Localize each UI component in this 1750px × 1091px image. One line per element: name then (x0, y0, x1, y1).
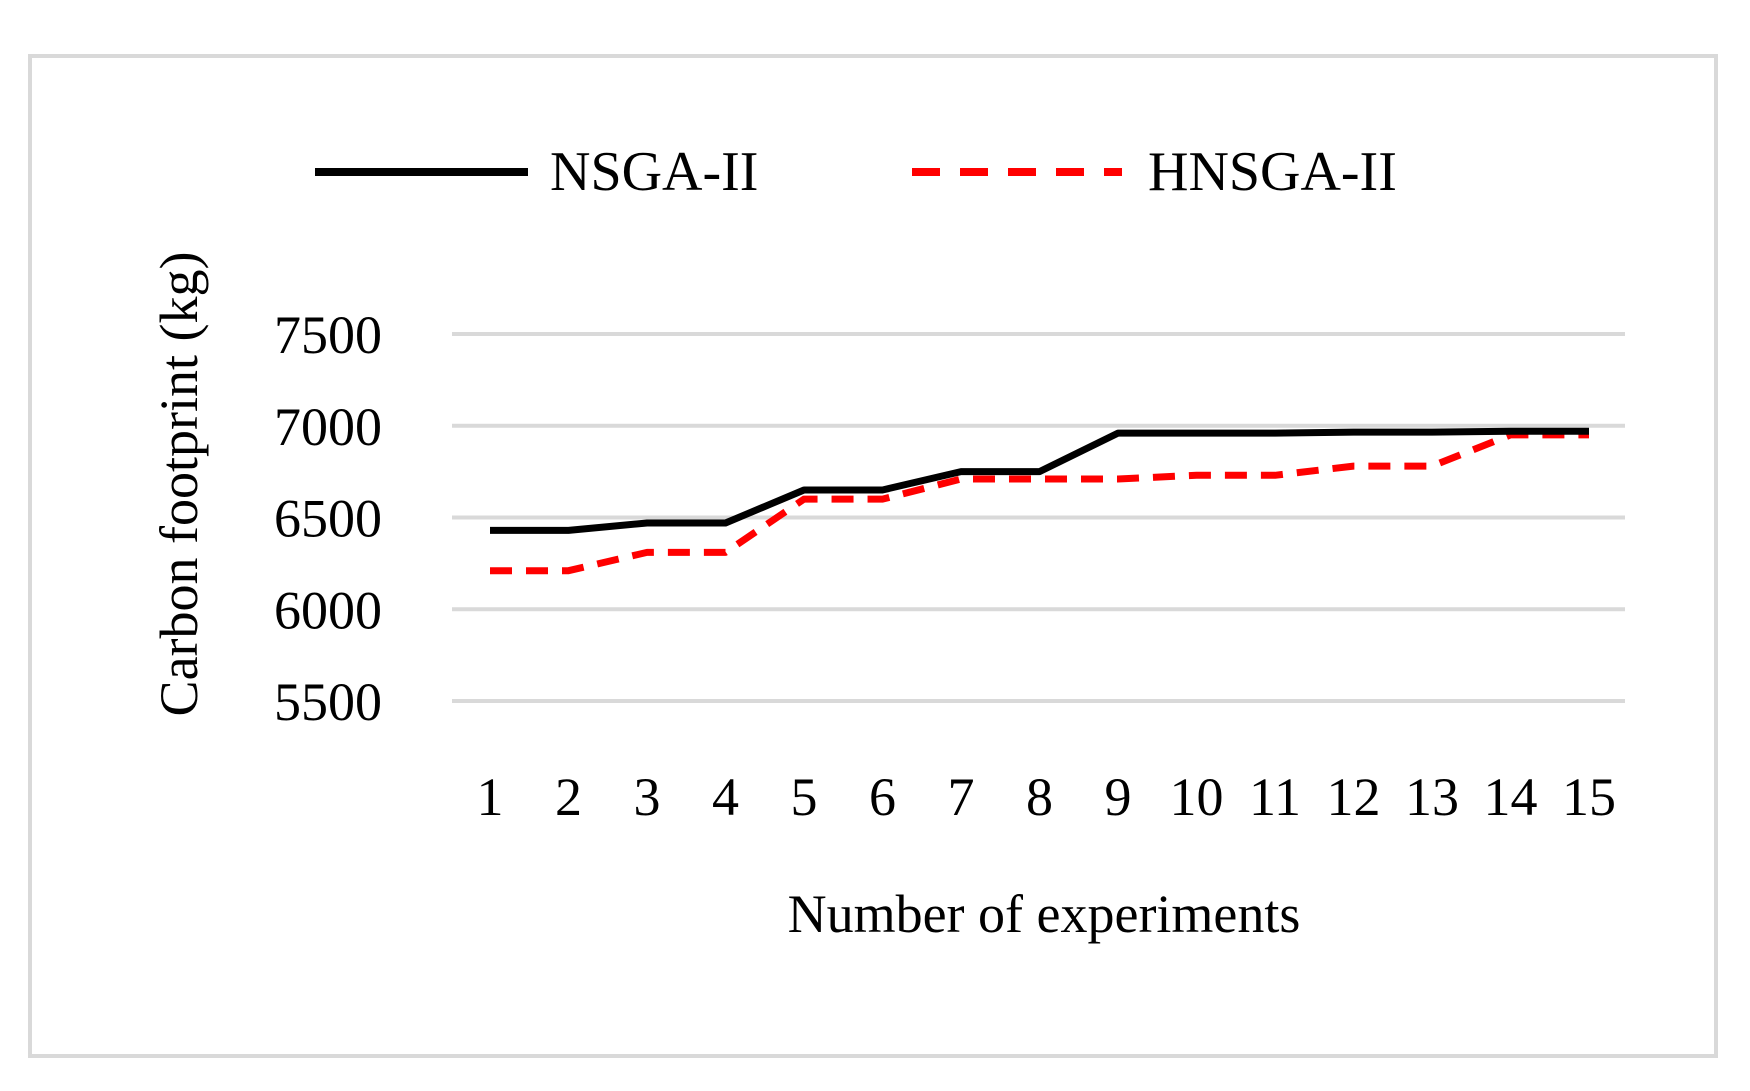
y-axis-label: Carbon footprint (kg) (149, 252, 209, 717)
series-line-nsga-ii (490, 427, 1589, 534)
x-tick-label: 10 (1170, 767, 1224, 827)
x-tick-label: 12 (1327, 767, 1381, 827)
gridlines (452, 332, 1625, 703)
x-tick-label: 7 (948, 767, 975, 827)
x-tick-label: 15 (1562, 767, 1616, 827)
legend: NSGA-II HNSGA-II (315, 141, 1397, 203)
x-tick-label: 5 (791, 767, 818, 827)
x-tick-label: 2 (555, 767, 582, 827)
x-tick-label: 8 (1026, 767, 1053, 827)
series-line-hnsga-ii (490, 431, 1589, 575)
series-lines (490, 427, 1589, 575)
x-tick-label: 3 (634, 767, 661, 827)
y-tick-label: 6500 (274, 489, 382, 549)
x-tick-label: 4 (712, 767, 739, 827)
x-tick-label: 9 (1105, 767, 1132, 827)
x-tick-label: 11 (1249, 767, 1301, 827)
x-tick-label: 6 (869, 767, 896, 827)
y-tick-label: 5500 (274, 672, 382, 732)
legend-label-nsga-ii: NSGA-II (550, 141, 758, 203)
y-axis-tick-labels: 7500 7000 6500 6000 5500 (274, 305, 382, 732)
x-axis-tick-labels: 1 2 3 4 5 6 7 8 9 10 11 12 13 14 15 (477, 767, 1617, 827)
x-axis-label: Number of experiments (788, 884, 1301, 944)
x-tick-label: 13 (1405, 767, 1459, 827)
y-tick-label: 7000 (274, 397, 382, 457)
legend-label-hnsga-ii: HNSGA-II (1148, 141, 1397, 203)
y-tick-label: 6000 (274, 580, 382, 640)
x-tick-label: 14 (1484, 767, 1538, 827)
y-tick-label: 7500 (274, 305, 382, 365)
x-tick-label: 1 (477, 767, 504, 827)
chart-frame (28, 54, 1718, 1058)
